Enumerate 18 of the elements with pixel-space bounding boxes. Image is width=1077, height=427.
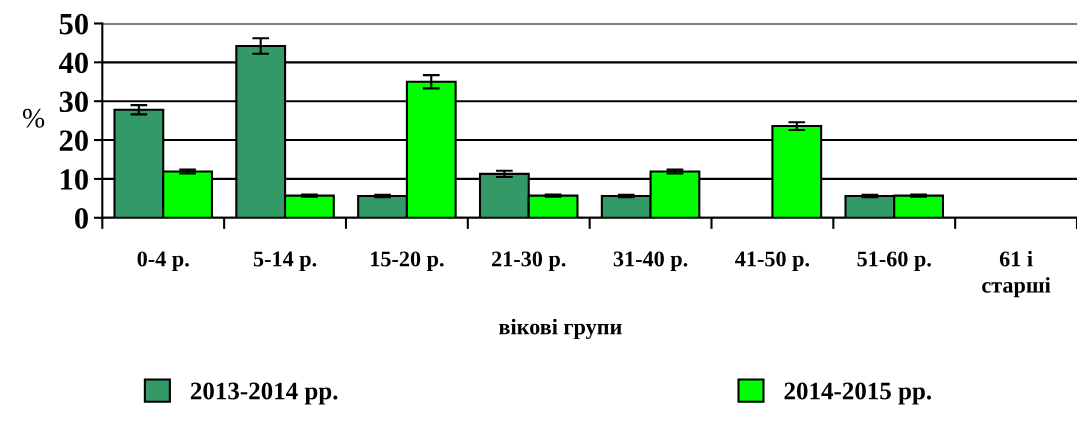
x-tick-label: 5-14 р.	[253, 251, 317, 271]
legend-label: 2013-2014 рр.	[190, 382, 338, 405]
x-tick-label: 41-50 р.	[735, 251, 810, 271]
y-tick-label: 30	[59, 91, 88, 113]
y-tick-label: 20	[59, 130, 88, 151]
legend-label: 2014-2015 рр.	[784, 382, 932, 405]
x-tick-label: 0-4 р.	[137, 251, 189, 271]
y-tick-label: 40	[58, 52, 88, 74]
x-tick-label: 21-30 р.	[492, 251, 566, 271]
y-axis-title: %	[22, 108, 45, 128]
x-tick-label: 15-20 р.	[371, 251, 444, 271]
x-tick-label: 51-60 р.	[857, 251, 931, 271]
x-tick-label: 61 і старші	[982, 250, 1051, 298]
x-tick-label: 31-40 р.	[613, 251, 688, 271]
y-tick-label: 10	[61, 169, 88, 190]
y-tick-label: 50	[59, 13, 88, 35]
y-tick-label: 0	[75, 208, 88, 229]
x-axis-title: вікові групи	[499, 318, 622, 340]
